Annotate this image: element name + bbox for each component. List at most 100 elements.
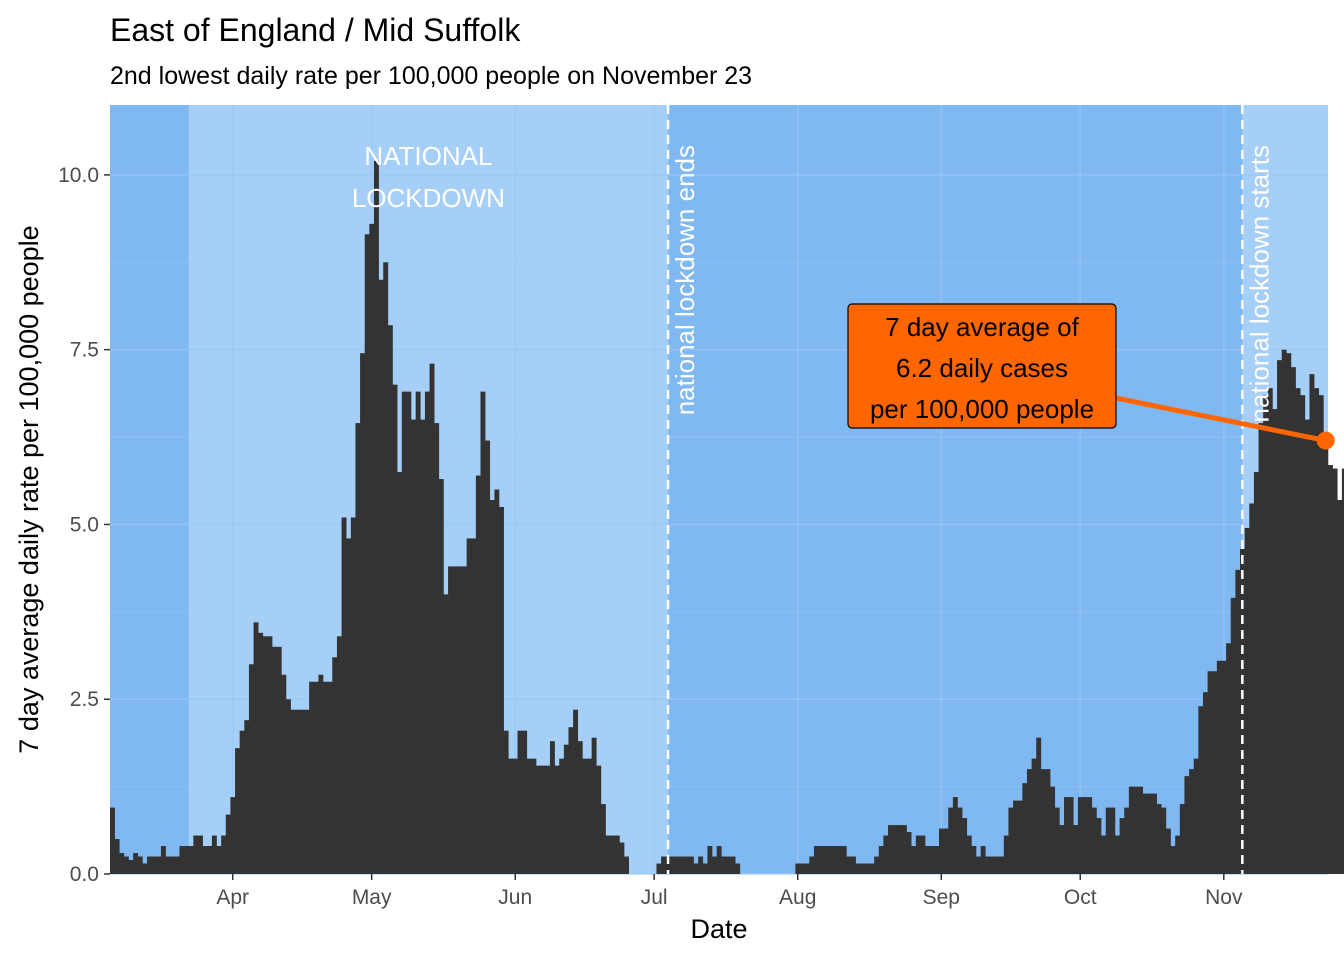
bar (184, 846, 190, 874)
bar (675, 856, 680, 874)
bar (670, 856, 676, 874)
bar (827, 846, 833, 874)
bar (957, 807, 963, 874)
bar (1207, 671, 1213, 874)
bar (813, 846, 819, 874)
bar (346, 538, 352, 874)
bar (1119, 818, 1125, 874)
bar (415, 391, 421, 874)
bar (1110, 807, 1116, 874)
bar (248, 664, 254, 874)
bar (355, 423, 361, 874)
bar (364, 234, 370, 875)
y-axis-title: 7 day average daily rate per 100,000 peo… (14, 225, 44, 753)
bar (225, 814, 231, 874)
bar (133, 853, 139, 874)
bar (684, 856, 690, 874)
bar (110, 807, 115, 874)
bar (568, 727, 574, 874)
bar (336, 636, 342, 874)
bar (610, 835, 616, 874)
bar (661, 856, 667, 874)
bar (461, 566, 467, 874)
bar (188, 846, 194, 874)
bar (554, 765, 560, 874)
bar (151, 856, 157, 874)
bar (1277, 360, 1282, 874)
bar (1314, 388, 1320, 874)
bar (1114, 835, 1120, 874)
bar (971, 846, 977, 874)
x-tick-label: May (352, 886, 392, 909)
x-tick-label: Nov (1205, 886, 1243, 909)
bar (383, 262, 389, 875)
bar (698, 856, 704, 874)
bar (1068, 797, 1074, 874)
bar (1013, 800, 1019, 874)
bar (679, 856, 685, 874)
bar (693, 863, 699, 874)
bar (1323, 440, 1329, 874)
lockdown-starts-label: national lockdown starts (1244, 145, 1274, 422)
bar (434, 423, 440, 874)
x-tick-label: Jul (641, 886, 668, 909)
bar (387, 325, 393, 874)
bar (864, 863, 870, 874)
bar (920, 835, 926, 874)
bar (1096, 818, 1102, 874)
bar (378, 279, 384, 875)
bar (295, 709, 301, 874)
y-tick-label: 7.5 (70, 339, 99, 362)
bar (1193, 758, 1199, 874)
bar (341, 517, 347, 874)
bar (869, 863, 875, 874)
bar (276, 646, 282, 874)
bar (406, 391, 412, 874)
bar (1300, 395, 1306, 874)
bar (221, 835, 227, 874)
x-tick-label: Sep (923, 886, 960, 909)
bar (1040, 769, 1046, 874)
bar (1267, 388, 1273, 874)
bar (211, 835, 217, 874)
bar (948, 807, 954, 874)
bar (1017, 800, 1023, 874)
bar (707, 846, 713, 874)
bar (809, 856, 815, 874)
bar (1036, 737, 1042, 874)
bar (531, 758, 537, 874)
bar (230, 797, 236, 874)
chart-subtitle: 2nd lowest daily rate per 100,000 people… (110, 62, 752, 90)
bar (966, 835, 972, 874)
callout-text-line3: per 100,000 people (870, 394, 1094, 424)
bar (1026, 769, 1032, 874)
bar (1230, 597, 1236, 874)
bar (1318, 395, 1324, 874)
x-tick-label: Aug (779, 886, 816, 909)
bar (1133, 786, 1139, 874)
bar (846, 856, 852, 874)
bar (480, 391, 486, 874)
bar (841, 846, 847, 874)
bar (1189, 769, 1194, 874)
bar (1184, 776, 1190, 874)
bar (892, 825, 898, 874)
bar (165, 856, 171, 874)
bar (804, 863, 810, 874)
x-tick-label: Jun (498, 886, 532, 909)
bar (1295, 388, 1301, 874)
bar (485, 440, 491, 874)
bar (429, 363, 435, 874)
bar (1216, 660, 1222, 874)
bar (522, 730, 528, 874)
bar (721, 856, 727, 874)
bar (587, 758, 592, 874)
bar (735, 863, 741, 874)
bar (411, 419, 416, 874)
bar (457, 566, 463, 874)
bar (1059, 825, 1065, 874)
bar (318, 674, 324, 874)
bar (392, 384, 398, 874)
callout-point (1316, 431, 1335, 450)
